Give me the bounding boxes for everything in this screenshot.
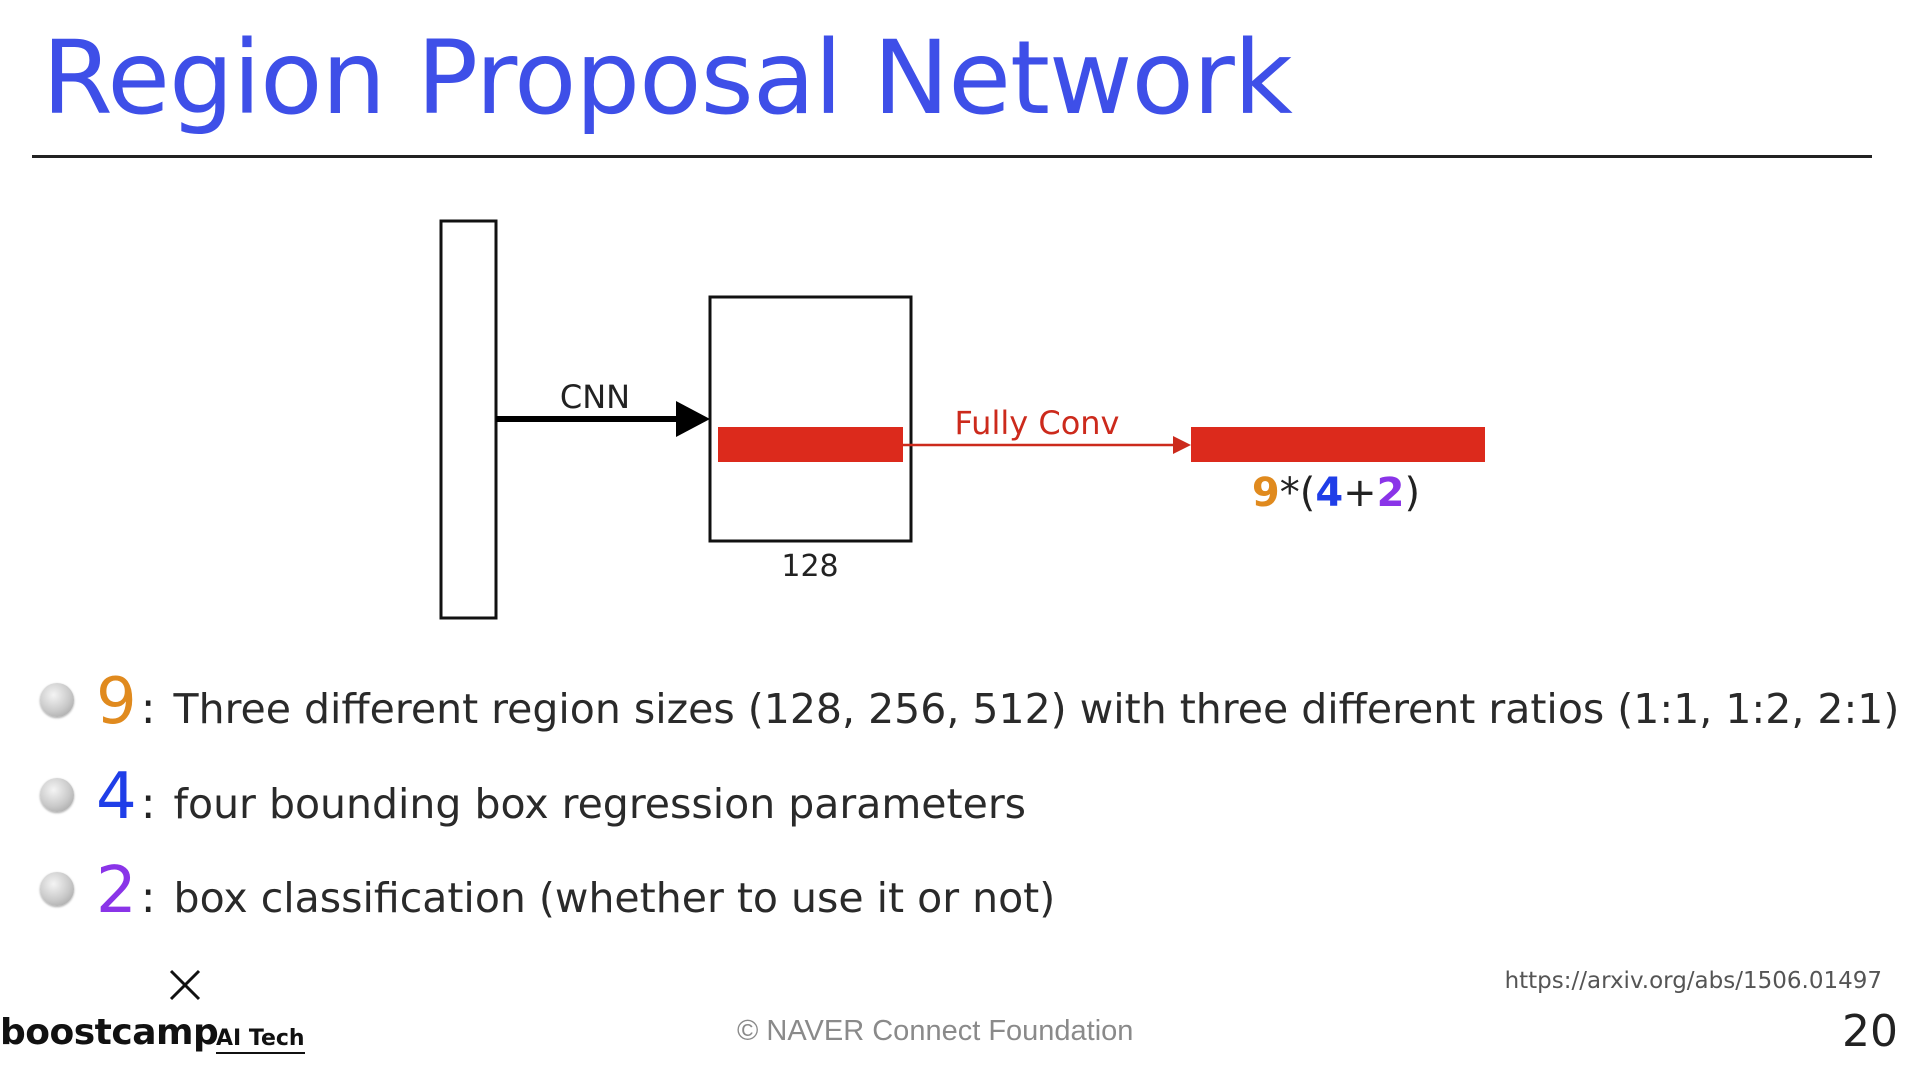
bullet-colon: : — [140, 683, 156, 734]
copyright-text: © NAVER Connect Foundation — [737, 1015, 1134, 1047]
cnn-label: CNN — [560, 378, 630, 416]
fc-arrow-head — [1173, 436, 1191, 454]
bullet-text: box classification (whether to use it or… — [173, 874, 1056, 922]
bullet-number: 9 — [96, 665, 137, 739]
formula-close-paren: ) — [1405, 470, 1421, 516]
logo-subtitle: AI Tech — [216, 1026, 305, 1054]
formula-2: 2 — [1377, 470, 1405, 516]
formula-open-paren: ( — [1300, 470, 1316, 516]
output-feature-bar — [1191, 427, 1485, 462]
bullet-dot-icon — [40, 778, 74, 812]
bullet-item-9: 9 : Three different region sizes (128, 2… — [40, 670, 1899, 734]
logo-wordmark: boostcamp — [0, 1012, 219, 1053]
x-mark-icon — [169, 969, 201, 1001]
bullet-number: 2 — [96, 854, 137, 928]
source-url: https://arxiv.org/abs/1506.01497 — [1504, 968, 1882, 994]
input-image-box — [439, 219, 498, 620]
window-feature-bar — [718, 427, 903, 462]
bullet-number: 4 — [96, 760, 137, 834]
bullet-item-4: 4 : four bounding box regression paramet… — [40, 765, 1026, 829]
bullet-text: four bounding box regression parameters — [173, 780, 1027, 828]
bullet-dot-icon — [40, 683, 74, 717]
sliding-window-box — [708, 295, 913, 543]
page-number: 20 — [1842, 1006, 1898, 1057]
bullet-dot-icon — [40, 872, 74, 906]
window-size-label: 128 — [781, 549, 838, 584]
title-divider — [32, 155, 1872, 158]
rpn-diagram: CNN 128 Fully Conv 9*(4+2) — [439, 219, 1485, 620]
output-formula: 9*(4+2) — [1252, 470, 1420, 516]
page-title: Region Proposal Network — [42, 19, 1293, 138]
formula-9: 9 — [1252, 470, 1280, 516]
formula-4: 4 — [1315, 470, 1343, 516]
bullet-colon: : — [140, 872, 156, 923]
bullet-item-2: 2 : box classification (whether to use i… — [40, 859, 1055, 923]
cnn-arrow-head — [676, 401, 710, 437]
bullet-text: Three different region sizes (128, 256, … — [173, 685, 1900, 733]
bullet-colon: : — [140, 778, 156, 829]
fc-label: Fully Conv — [955, 404, 1120, 442]
formula-star: * — [1280, 470, 1300, 516]
formula-plus: + — [1343, 470, 1377, 516]
